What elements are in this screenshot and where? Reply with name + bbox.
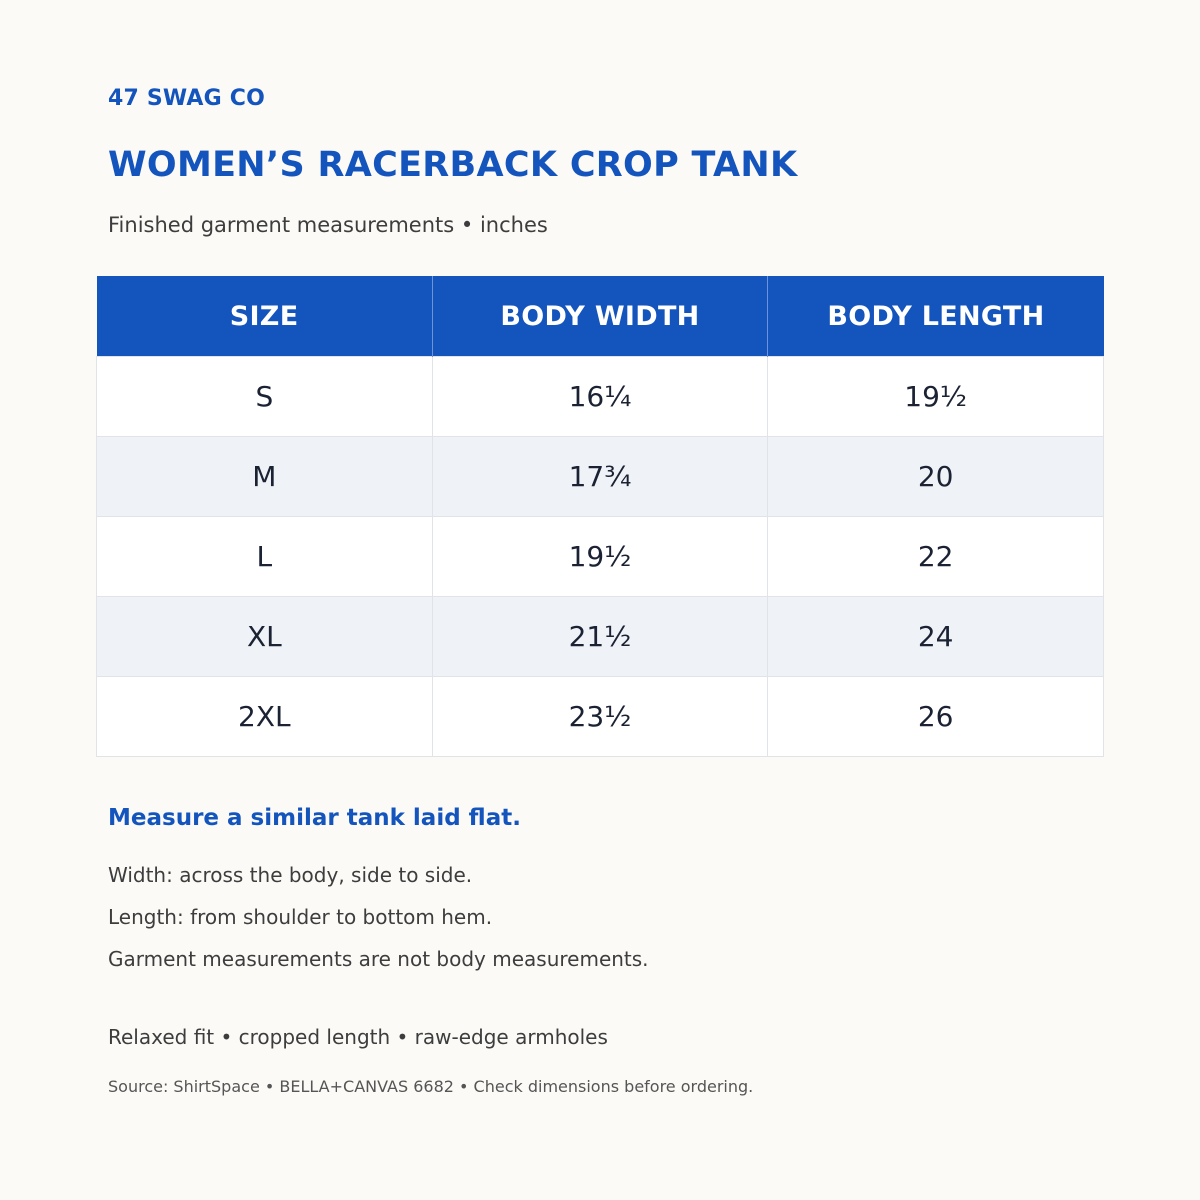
size-chart-table: SIZE BODY WIDTH BODY LENGTH S 16¼ 19½ M … (96, 276, 1104, 757)
body-length-cell: 24 (767, 596, 1104, 677)
source-credit: Source: ShirtSpace • BELLA+CANVAS 6682 •… (108, 1077, 754, 1096)
column-header-body-length: BODY LENGTH (767, 276, 1104, 357)
body-length-cell: 19½ (767, 356, 1104, 437)
column-header-body-width: BODY WIDTH (431, 276, 768, 357)
size-cell: M (96, 436, 433, 517)
length-instruction: Length: from shoulder to bottom hem. (108, 905, 493, 929)
size-cell: L (96, 516, 433, 597)
body-width-cell: 21½ (431, 596, 769, 677)
body-width-cell: 16¼ (431, 356, 769, 437)
body-width-cell: 17¾ (431, 436, 769, 517)
table-row: M 17¾ 20 (96, 436, 1104, 517)
page-title: WOMEN’S RACERBACK CROP TANK (108, 145, 798, 185)
column-header-size: SIZE (96, 276, 433, 357)
width-instruction: Width: across the body, side to side. (108, 863, 473, 887)
table-row: 2XL 23½ 26 (96, 676, 1104, 757)
body-length-cell: 26 (767, 676, 1104, 757)
table-header-row: SIZE BODY WIDTH BODY LENGTH (96, 276, 1104, 357)
body-length-cell: 20 (767, 436, 1104, 517)
size-cell: S (96, 356, 433, 437)
fit-description: Relaxed fit • cropped length • raw-edge … (108, 1025, 608, 1049)
brand-name: 47 SWAG CO (108, 86, 265, 111)
size-cell: XL (96, 596, 433, 677)
body-width-cell: 23½ (431, 676, 769, 757)
table-row: L 19½ 22 (96, 516, 1104, 597)
page-subtitle: Finished garment measurements • inches (108, 213, 548, 237)
measure-instructions-heading: Measure a similar tank laid flat. (108, 805, 521, 831)
body-width-cell: 19½ (431, 516, 769, 597)
garment-disclaimer: Garment measurements are not body measur… (108, 947, 649, 971)
size-cell: 2XL (96, 676, 433, 757)
table-row: XL 21½ 24 (96, 596, 1104, 677)
table-row: S 16¼ 19½ (96, 356, 1104, 437)
body-length-cell: 22 (767, 516, 1104, 597)
